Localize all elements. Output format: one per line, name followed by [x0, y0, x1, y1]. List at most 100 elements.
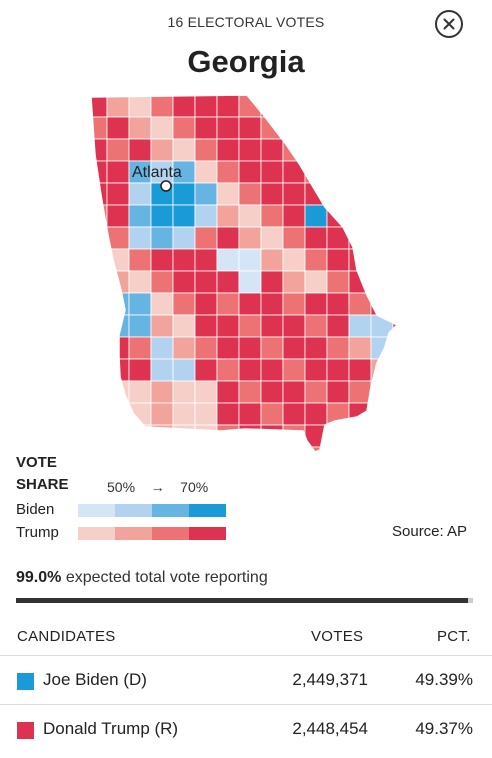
county [194, 314, 218, 338]
county [304, 402, 328, 426]
county [326, 424, 350, 448]
county [348, 204, 372, 228]
county [282, 138, 306, 162]
county [128, 380, 152, 404]
scale-high: 70% [180, 479, 209, 495]
county [392, 116, 397, 140]
reporting-progress-bar [16, 598, 473, 603]
county [194, 424, 218, 448]
scale-low: 50% [107, 479, 136, 495]
state-outline [90, 95, 399, 453]
county [392, 358, 397, 382]
county [392, 402, 397, 426]
county [392, 138, 397, 162]
county [370, 160, 394, 184]
county [194, 358, 218, 382]
county [282, 314, 306, 338]
county [348, 380, 372, 404]
county [370, 116, 394, 140]
county [216, 314, 240, 338]
county [326, 248, 350, 272]
county [106, 292, 130, 316]
county-grid [91, 95, 397, 452]
county [106, 116, 130, 140]
county [370, 138, 394, 162]
candidate-name: Donald Trump (R) [43, 719, 179, 738]
county [216, 380, 240, 404]
trump-swatch-1 [78, 527, 115, 540]
county [216, 292, 240, 316]
county [238, 336, 262, 360]
atlanta-label: Atlanta [132, 164, 182, 181]
county [238, 424, 262, 448]
county [194, 248, 218, 272]
county [106, 424, 130, 448]
county [91, 402, 108, 426]
county [326, 358, 350, 382]
county [348, 424, 372, 448]
legend: VOTE SHARE 50% → 70% Biden Trump [16, 452, 486, 547]
county [128, 226, 152, 250]
county [150, 95, 174, 118]
close-button[interactable] [435, 10, 463, 38]
county [194, 95, 218, 118]
county [91, 182, 108, 206]
trump-swatch-3 [152, 527, 189, 540]
county [238, 226, 262, 250]
county [216, 138, 240, 162]
biden-swatch [17, 673, 34, 690]
reporting-text: expected total vote reporting [61, 569, 268, 586]
county [260, 424, 284, 448]
county [106, 138, 130, 162]
county [194, 160, 218, 184]
header-candidates: CANDIDATES [17, 628, 116, 645]
county [128, 424, 152, 448]
county [392, 204, 397, 228]
county [260, 182, 284, 206]
county [150, 138, 174, 162]
county [150, 248, 174, 272]
county [106, 248, 130, 272]
county [348, 358, 372, 382]
county [106, 204, 130, 228]
county [326, 226, 350, 250]
county [238, 248, 262, 272]
county [260, 270, 284, 294]
arrow-right-icon: → [150, 479, 165, 495]
county [128, 358, 152, 382]
candidate-row-trump: Donald Trump (R) 2,448,454 49.37% [0, 704, 492, 753]
county [304, 226, 328, 250]
county [260, 336, 284, 360]
county [370, 95, 394, 118]
legend-biden-label: Biden [16, 501, 55, 518]
county [304, 380, 328, 404]
county [150, 270, 174, 294]
county [326, 314, 350, 338]
county [282, 336, 306, 360]
county [216, 182, 240, 206]
county [91, 358, 108, 382]
county [91, 248, 108, 272]
county [260, 292, 284, 316]
county [128, 270, 152, 294]
county [282, 358, 306, 382]
legend-biden-swatches [78, 504, 226, 517]
candidate-votes: 2,449,371 [292, 670, 368, 689]
county [194, 182, 218, 206]
county [150, 402, 174, 426]
county [91, 116, 108, 140]
reporting-percent: 99.0% [16, 569, 62, 586]
county [392, 336, 397, 360]
county [194, 270, 218, 294]
biden-swatch-1 [78, 504, 115, 517]
county [128, 248, 152, 272]
county [150, 314, 174, 338]
county [216, 336, 240, 360]
county [282, 402, 306, 426]
county [172, 314, 196, 338]
county [238, 314, 262, 338]
county [348, 314, 372, 338]
legend-title: VOTE SHARE [16, 452, 69, 496]
county [370, 204, 394, 228]
county [260, 226, 284, 250]
